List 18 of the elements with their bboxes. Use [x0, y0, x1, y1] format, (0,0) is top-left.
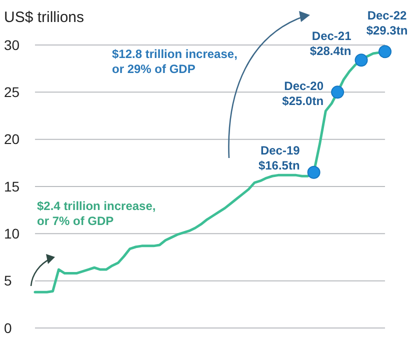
- point: [331, 86, 344, 99]
- y-tick-label: 30: [4, 36, 20, 53]
- y-tick-label: 15: [4, 178, 20, 194]
- y-axis-title: US$ trillions: [4, 9, 84, 26]
- y-tick-label: 20: [4, 131, 20, 148]
- y-tick-label: 5: [4, 272, 12, 289]
- point: [378, 45, 392, 58]
- text: Dec-22 $29.3tn: [366, 8, 408, 38]
- annotation: Dec-21 $28.4tn: [310, 29, 352, 58]
- point: [354, 54, 368, 67]
- y-tick-label: 0: [4, 320, 12, 336]
- annotation: $2.4 trillion increase, or 7% of GDP: [37, 199, 156, 228]
- annotation: $12.8 trillion increase, or 29% of GDP: [112, 47, 238, 76]
- y-tick-label: 10: [4, 226, 20, 242]
- point: [307, 166, 320, 179]
- annotation: Dec-20 $25.0tn: [282, 79, 324, 108]
- annotation: Dec-19 $16.5tn: [258, 143, 300, 172]
- y-tick-label: 25: [4, 84, 20, 100]
